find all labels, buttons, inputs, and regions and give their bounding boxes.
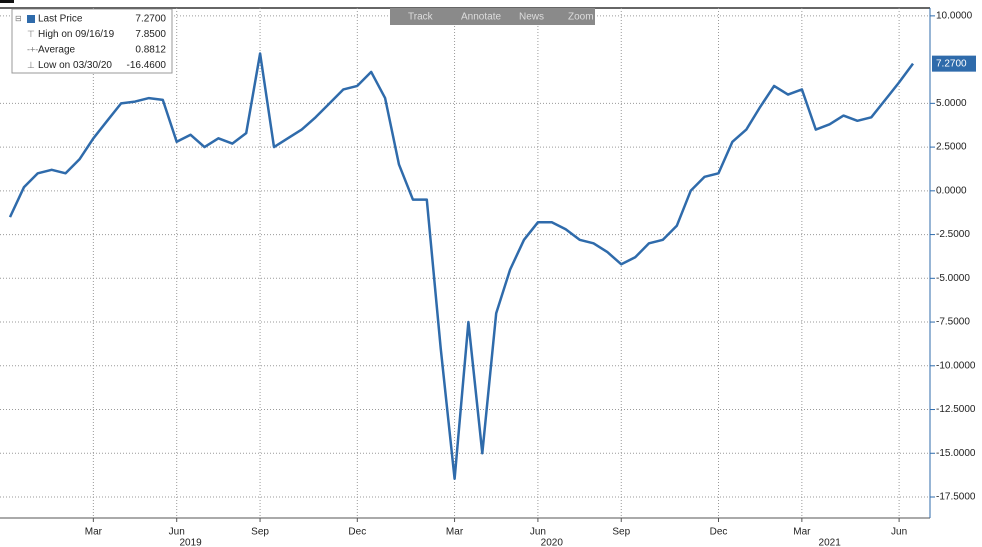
x-tick-label: Sep bbox=[251, 527, 269, 538]
legend-value: 7.2700 bbox=[135, 14, 166, 25]
legend-box bbox=[11, 8, 173, 74]
legend-name: Average bbox=[38, 45, 76, 56]
y-tick-label: 2.5000 bbox=[936, 142, 967, 153]
y-tick-label: -10.0000 bbox=[936, 360, 976, 371]
y-tick-label: -12.5000 bbox=[936, 404, 976, 415]
x-tick-label: Dec bbox=[348, 527, 366, 538]
x-tick-label: Jun bbox=[169, 527, 185, 538]
menu-icon bbox=[0, 0, 14, 3]
toolbar-button[interactable]: News bbox=[519, 12, 544, 23]
legend-glyph: ⊤ bbox=[27, 29, 35, 39]
x-tick-label: Jun bbox=[891, 527, 907, 538]
legend-value: 0.8812 bbox=[135, 45, 166, 56]
toolbar-button-label[interactable]: News bbox=[519, 12, 544, 23]
x-tick-label: Sep bbox=[612, 527, 630, 538]
year-label: 2021 bbox=[819, 538, 842, 547]
legend-value: -16.4600 bbox=[127, 60, 167, 71]
toolbar-button[interactable]: Zoom bbox=[568, 12, 594, 23]
toolbar-button-label[interactable]: Zoom bbox=[568, 12, 594, 23]
y-tick-label: -15.0000 bbox=[936, 448, 976, 459]
year-label: 2019 bbox=[179, 538, 202, 547]
y-tick-label: 0.0000 bbox=[936, 185, 967, 196]
last-price-label: 7.2700 bbox=[936, 58, 967, 69]
legend-name: Last Price bbox=[38, 14, 83, 25]
year-label: 2020 bbox=[541, 538, 564, 547]
last-price-tag bbox=[932, 55, 976, 72]
x-tick-label: Mar bbox=[446, 527, 464, 538]
toolbar: Track Annotate News Zoom bbox=[390, 8, 595, 25]
legend-value: 7.8500 bbox=[135, 29, 166, 40]
toolbar-button-label[interactable]: Annotate bbox=[461, 12, 501, 23]
y-tick-label: -7.5000 bbox=[936, 317, 970, 328]
toolbar-bg bbox=[390, 8, 595, 25]
legend-name: High on 09/16/19 bbox=[38, 29, 115, 40]
x-tick-label: Dec bbox=[710, 527, 728, 538]
legend: ⊟ Last Price 7.2700 ⊤ High on 09/16/19 7.8500… bbox=[11, 8, 173, 74]
toolbar-button[interactable]: Annotate bbox=[461, 12, 501, 23]
y-tick-label: -17.5000 bbox=[936, 492, 976, 503]
x-tick-label: Mar bbox=[793, 527, 811, 538]
x-tick-label: Jun bbox=[530, 527, 546, 538]
y-tick-label: 5.0000 bbox=[936, 98, 967, 109]
y-tick-label: -2.5000 bbox=[936, 229, 970, 240]
toolbar-button[interactable]: Track bbox=[408, 12, 434, 23]
legend-glyph: -+- bbox=[27, 44, 38, 54]
legend-swatch bbox=[27, 15, 35, 23]
legend-name: Low on 03/30/20 bbox=[38, 60, 112, 71]
legend-glyph: ⊥ bbox=[27, 60, 35, 70]
y-tick-label: -5.0000 bbox=[936, 273, 970, 284]
x-tick-label: Mar bbox=[85, 527, 103, 538]
y-tick-label: 10.0000 bbox=[936, 11, 973, 22]
legend-glyph: ⊟ bbox=[15, 14, 22, 23]
price-line bbox=[8, 52, 915, 481]
toolbar-button-label[interactable]: Track bbox=[408, 12, 434, 23]
